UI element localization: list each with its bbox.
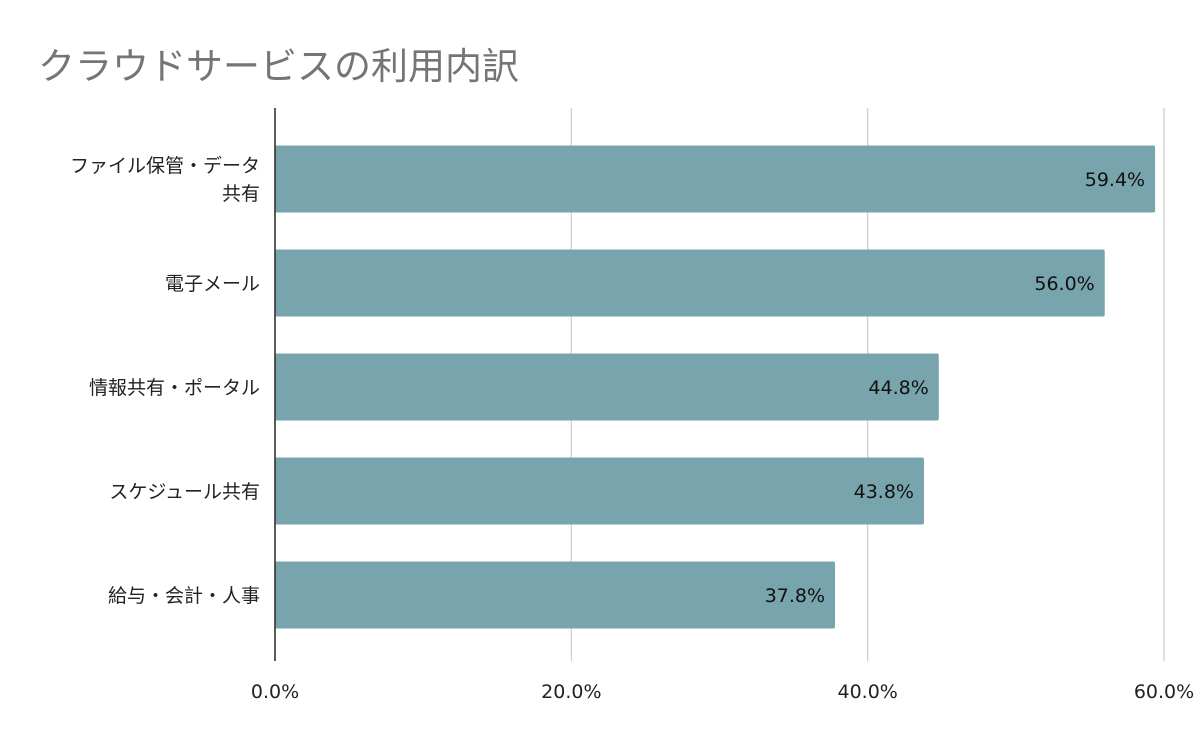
bar bbox=[275, 561, 836, 629]
chart-title: クラウドサービスの利用内訳 bbox=[38, 45, 519, 88]
labels: 0.0% 20.0% 40.0% 60.0% 59.4% ファイル保管・データ共有 56.0… bbox=[70, 155, 1194, 703]
data-label: 37.8% bbox=[765, 585, 825, 607]
bar bbox=[275, 145, 1156, 213]
data-label: 56.0% bbox=[1034, 273, 1094, 295]
bars bbox=[275, 145, 1156, 629]
category-label: スケジュール共有 bbox=[109, 481, 260, 503]
x-tick-label: 0.0% bbox=[251, 681, 299, 703]
x-tick-label: 20.0% bbox=[541, 681, 601, 703]
bar bbox=[275, 249, 1105, 317]
category-label: ファイル保管・データ共有 bbox=[70, 155, 260, 205]
category-label: 電子メール bbox=[165, 273, 260, 295]
data-label: 43.8% bbox=[854, 481, 914, 503]
bar bbox=[275, 457, 924, 525]
data-label: 44.8% bbox=[868, 377, 928, 399]
x-tick-label: 40.0% bbox=[837, 681, 897, 703]
x-tick-label: 60.0% bbox=[1134, 681, 1194, 703]
category-label: 給与・会計・人事 bbox=[108, 585, 260, 607]
bar bbox=[275, 353, 939, 421]
data-label: 59.4% bbox=[1085, 169, 1145, 191]
category-label: 情報共有・ポータル bbox=[89, 377, 260, 399]
